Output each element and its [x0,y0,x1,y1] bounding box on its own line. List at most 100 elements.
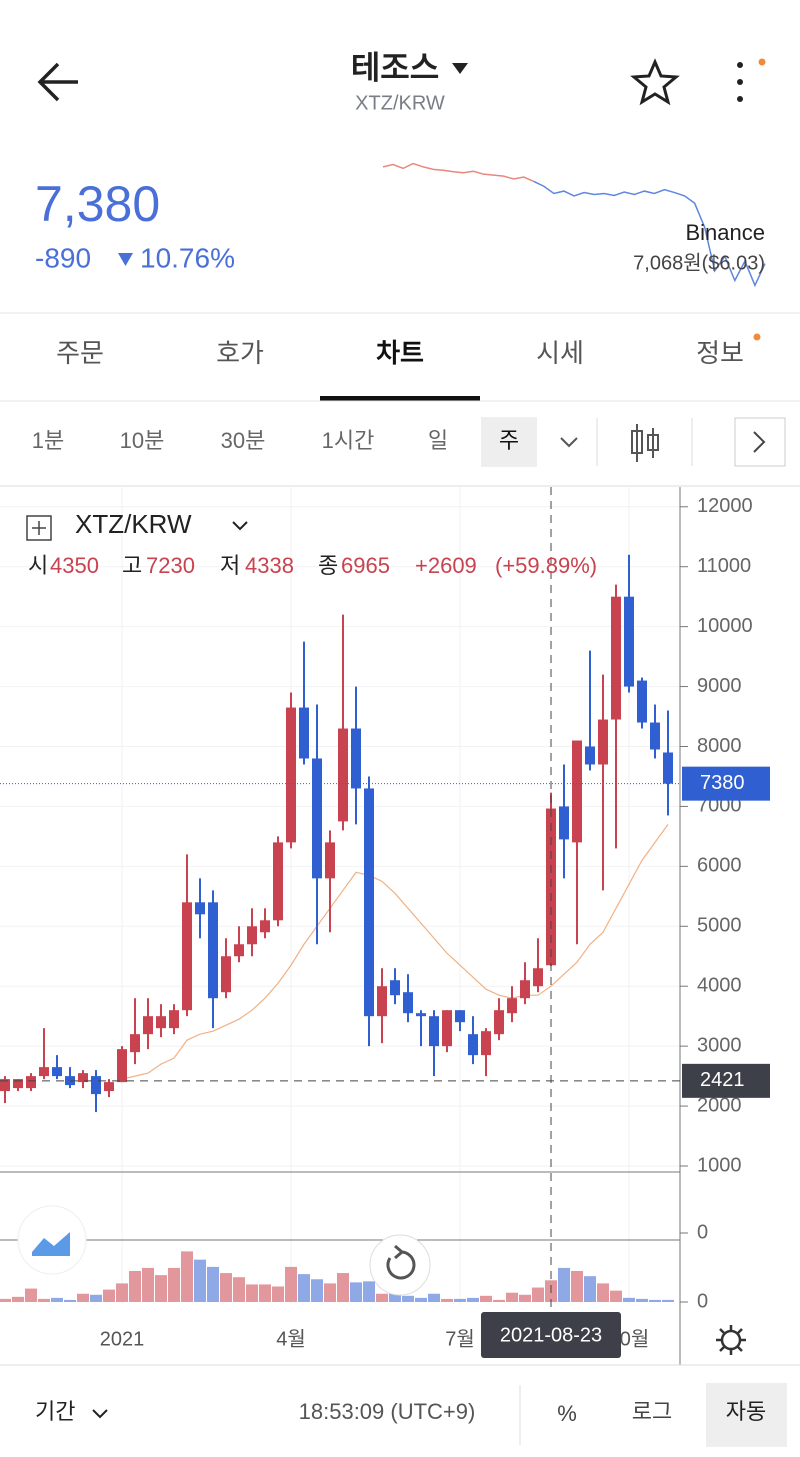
candle-body [637,680,647,723]
volume-bar [610,1290,622,1302]
tab[interactable]: 호가 [216,338,264,368]
favorite-button[interactable] [630,58,680,106]
tab[interactable]: 정보 [696,338,744,368]
reset-button[interactable] [369,1234,431,1296]
candle-body [338,728,348,822]
x-tick-label: 7월 [445,1327,475,1350]
candle-body [117,1049,127,1083]
clock: 18:53:09 (UTC+9) [299,1399,476,1424]
price-change-pct: 10.76% [140,242,235,273]
candle-body [403,992,413,1014]
marked-price-tag [682,1063,770,1098]
last-price-label: 7380 [700,772,745,794]
interval[interactable]: 1분 [32,428,64,453]
candle-body [143,1016,153,1035]
volume-bar [532,1287,544,1302]
ohlc-close-label: 종 [318,553,338,578]
interval[interactable]: 주 [499,428,519,453]
y-tick-label: 9000 [697,675,742,697]
indicator-button[interactable] [17,1205,87,1275]
candle-body [650,722,660,750]
period-button[interactable]: 기간 [35,1399,75,1424]
tab[interactable]: 시세 [536,338,584,368]
y-tick-label: 0 [697,1290,708,1312]
volume-bar [506,1292,518,1302]
down-triangle [118,253,133,266]
chart-symbol[interactable]: XTZ/KRW [75,509,192,539]
legend-toggle[interactable] [26,515,52,541]
candle-body [494,1010,504,1035]
coin-title[interactable]: 테조스 [351,49,439,85]
log-button[interactable]: 로그 [632,1399,672,1424]
candle-body [260,920,270,933]
candle-body [390,980,400,996]
symbol-dropdown[interactable] [232,521,248,531]
settings-button[interactable] [716,1325,746,1355]
crosshair-tag [481,1312,621,1358]
candle-body [221,956,231,993]
volume-bar [311,1279,323,1302]
candle-body [572,740,582,843]
crosshair-label: 2021-08-23 [500,1324,602,1346]
tab[interactable]: 주문 [56,338,104,368]
percent-button[interactable]: % [557,1401,577,1426]
volume-bar [0,1298,11,1302]
volume-bar [480,1295,492,1302]
period-dropdown[interactable] [92,1409,108,1419]
volume-bar [324,1283,336,1302]
candle-body [312,758,322,879]
volume-bar [194,1259,206,1302]
volume-bar [103,1289,115,1302]
candle-body [0,1079,10,1092]
ohlc-change-pct: (+59.89%) [495,553,597,578]
volume-bar [350,1282,362,1302]
candle-body [156,1016,166,1029]
chart-type-button[interactable] [631,424,659,462]
menu-button[interactable] [737,58,766,103]
volume-bar [220,1273,232,1302]
volume-bar [415,1297,427,1302]
coin-pair: XTZ/KRW [355,92,445,114]
candle-body [351,728,361,789]
y-tick-label: 1000 [697,1154,742,1176]
candle-body [39,1067,49,1077]
title-dropdown[interactable] [452,63,468,74]
auto-bg [706,1383,787,1447]
volume-bar [298,1274,310,1302]
volume-bar [597,1283,609,1302]
sparkline-series [382,162,535,183]
back-button[interactable] [37,62,78,102]
candle-body [416,1013,426,1017]
y-tick-label: 0 [697,1221,708,1243]
volume-bar [441,1298,453,1302]
volume-bar [12,1296,24,1302]
volume-bar [402,1295,414,1302]
volume-bar [376,1293,388,1302]
interval[interactable]: 30분 [221,428,266,453]
interval-dropdown[interactable] [560,437,578,448]
candle-body [507,998,517,1014]
tab[interactable]: 차트 [376,338,424,368]
volume-bar [285,1266,297,1302]
ohlc-high-label: 고 [122,553,142,578]
scroll-right-button[interactable] [734,417,786,467]
ohlc-low: 4338 [245,553,294,578]
volume-bar [493,1299,505,1302]
candle-body [533,968,543,987]
interval[interactable]: 일 [428,428,448,453]
interval[interactable]: 1시간 [322,428,375,453]
sparkline-series [533,180,766,288]
volume-bar [155,1275,167,1302]
volume-bar [116,1283,128,1302]
volume-bar [519,1294,531,1302]
candle-body [585,746,595,765]
interval[interactable]: 10분 [120,428,165,453]
candle-body [364,788,374,1017]
y-tick-label: 11000 [697,555,751,577]
auto-button[interactable]: 자동 [726,1399,766,1424]
candle-body [442,1010,452,1047]
candle-body [234,944,244,957]
candle-body [663,752,673,784]
candle-body [377,986,387,1017]
y-tick-label: 2000 [697,1094,742,1116]
